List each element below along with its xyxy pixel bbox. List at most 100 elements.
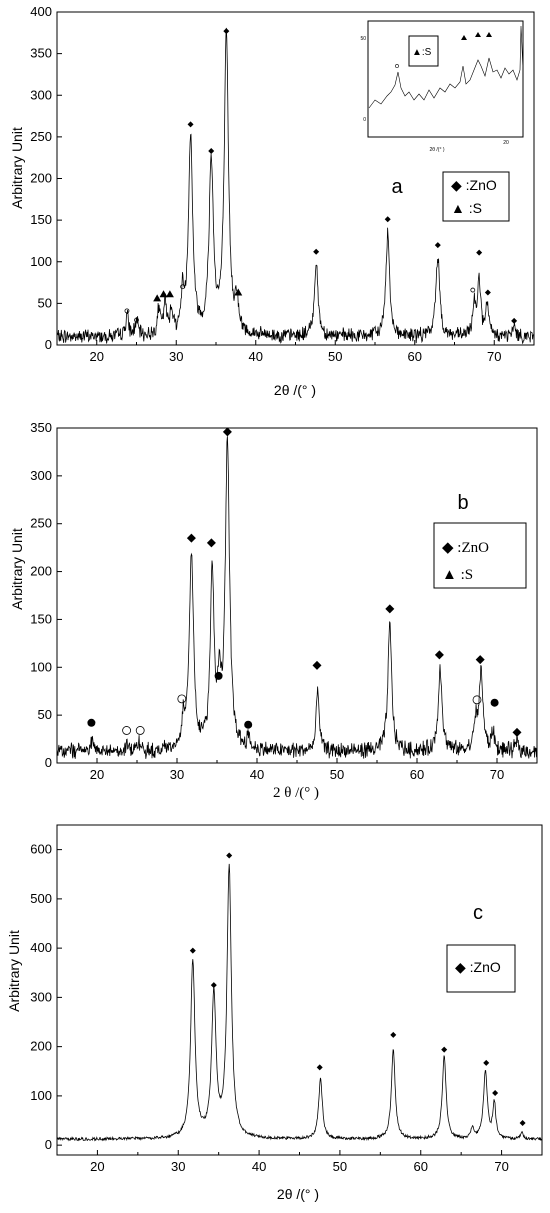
- marker-zno-diamond: [441, 1046, 448, 1053]
- marker-zno-diamond: [316, 1064, 323, 1071]
- inset-ytick-label: 0: [363, 117, 366, 123]
- x-tick-label: 50: [328, 349, 342, 364]
- marker-zno-diamond: [484, 289, 491, 296]
- marker-zno-diamond: [186, 533, 196, 543]
- marker-s-triangle: [159, 290, 168, 298]
- y-tick-label: 0: [45, 1137, 52, 1152]
- x-tick-label: 30: [170, 767, 184, 782]
- marker-open-circle: [124, 308, 130, 314]
- marker-zno-diamond: [385, 604, 395, 614]
- y-tick-label: 50: [38, 295, 52, 310]
- x-tick-label: 70: [490, 767, 504, 782]
- marker-zno-diamond: [434, 650, 444, 660]
- marker-zno-diamond: [390, 1031, 397, 1038]
- y-tick-label: 200: [30, 564, 52, 579]
- panel-c: Arbitrary Unit 2θ /(° ) c ◆ :ZnO 20 30 40 5…: [6, 824, 543, 1202]
- inset-legend-entry: ▲:S: [412, 47, 432, 58]
- inset-frame: [367, 20, 524, 138]
- x-tick-label: 30: [171, 1159, 185, 1174]
- y-tick-label: 50: [38, 707, 52, 722]
- y-tick-label: 150: [30, 212, 52, 227]
- inset-marker-circle: [395, 64, 399, 68]
- legend-box: [442, 171, 510, 222]
- x-tick-label: 30: [169, 349, 183, 364]
- marker-zno-diamond: [313, 248, 320, 255]
- y-tick-label: 100: [30, 659, 52, 674]
- y-tick-label: 100: [30, 1088, 52, 1103]
- legend-box: [433, 522, 527, 589]
- marker-filled-circle: [244, 720, 253, 729]
- legend-entry-zno: ◆ :ZnO: [451, 177, 497, 193]
- inset-marker-triangle: [461, 35, 467, 40]
- x-axis-label: 2 θ /(° ): [273, 785, 319, 801]
- legend-entry-zno: ◆ :ZnO: [455, 959, 501, 975]
- panel-label: c: [473, 902, 483, 924]
- y-tick-label: 600: [30, 842, 52, 857]
- marker-open-circle: [177, 694, 187, 704]
- marker-zno-diamond: [511, 317, 518, 324]
- marker-zno-diamond: [492, 1089, 499, 1096]
- x-tick-label: 60: [410, 767, 424, 782]
- y-tick-label: 400: [30, 4, 52, 19]
- x-tick-label: 20: [90, 349, 104, 364]
- marker-zno-diamond: [208, 148, 215, 155]
- marker-open-circle: [180, 284, 186, 290]
- panel-b: Arbitrary Unit 2 θ /(° ) b ◆ :ZnO ▲ :S 2…: [9, 420, 538, 801]
- marker-filled-circle: [214, 671, 223, 680]
- marker-zno-diamond: [206, 538, 216, 548]
- y-tick-label: 350: [30, 46, 52, 61]
- marker-zno-diamond: [210, 982, 217, 989]
- x-tick-label: 70: [487, 349, 501, 364]
- marker-open-circle: [135, 726, 145, 735]
- legend: ◆ :ZnO: [446, 944, 516, 993]
- y-tick-label: 0: [45, 337, 52, 352]
- xrd-series-line: [56, 863, 542, 1142]
- legend-entry-s: ▲ :S: [451, 200, 482, 216]
- marker-zno-diamond: [384, 216, 391, 223]
- marker-zno-diamond: [223, 28, 230, 35]
- x-tick-label: 20: [90, 767, 104, 782]
- inset-marker-triangle: [475, 32, 481, 37]
- inset-xtick-label: 20: [503, 140, 509, 146]
- y-tick-label: 400: [30, 940, 52, 955]
- marker-s-triangle: [234, 288, 243, 296]
- y-tick-label: 100: [30, 254, 52, 269]
- marker-zno-diamond: [187, 121, 194, 128]
- y-tick-label: 200: [30, 171, 52, 186]
- x-tick-label: 40: [250, 767, 264, 782]
- x-tick-label: 40: [249, 349, 263, 364]
- y-tick-label: 250: [30, 516, 52, 531]
- y-tick-label: 300: [30, 87, 52, 102]
- marker-open-circle: [122, 726, 131, 735]
- marker-open-circle: [472, 695, 482, 705]
- legend-entry-zno: ◆ :ZnO: [442, 540, 489, 556]
- marker-s-triangle: [153, 294, 162, 302]
- panel-a: Arbitrary Unit 2θ /(° ) a ◆ :ZnO ▲ :S ▲:…: [9, 4, 535, 398]
- marker-zno-diamond: [312, 660, 322, 670]
- inset-marker-triangle: [486, 32, 492, 37]
- legend-entry-s: ▲ :S: [442, 567, 473, 583]
- xrd-series-line: [56, 436, 537, 759]
- marker-s-triangle: [165, 290, 174, 298]
- inset: ▲:S 50 0 20 2θ /(° ): [360, 20, 524, 153]
- marker-zno-diamond: [512, 727, 522, 737]
- marker-zno-diamond: [189, 947, 196, 954]
- x-tick-label: 60: [414, 1159, 428, 1174]
- y-tick-label: 150: [30, 611, 52, 626]
- y-tick-label: 0: [45, 755, 52, 770]
- plot-frame: [56, 427, 538, 764]
- y-axis-label: Arbitrary Unit: [9, 528, 25, 610]
- y-tick-label: 250: [30, 129, 52, 144]
- legend: ◆ :ZnO ▲ :S: [442, 171, 510, 222]
- inset-x-axis-label: 2θ /(° ): [429, 147, 444, 153]
- legend: ◆ :ZnO ▲ :S: [433, 522, 527, 589]
- x-tick-label: 50: [333, 1159, 347, 1174]
- inset-ytick-label: 50: [360, 36, 366, 42]
- x-tick-label: 70: [494, 1159, 508, 1174]
- y-tick-label: 200: [30, 1039, 52, 1054]
- marker-filled-circle: [490, 698, 499, 707]
- marker-zno-diamond: [222, 427, 232, 437]
- inset-legend-box: [408, 35, 439, 67]
- x-tick-label: 50: [330, 767, 344, 782]
